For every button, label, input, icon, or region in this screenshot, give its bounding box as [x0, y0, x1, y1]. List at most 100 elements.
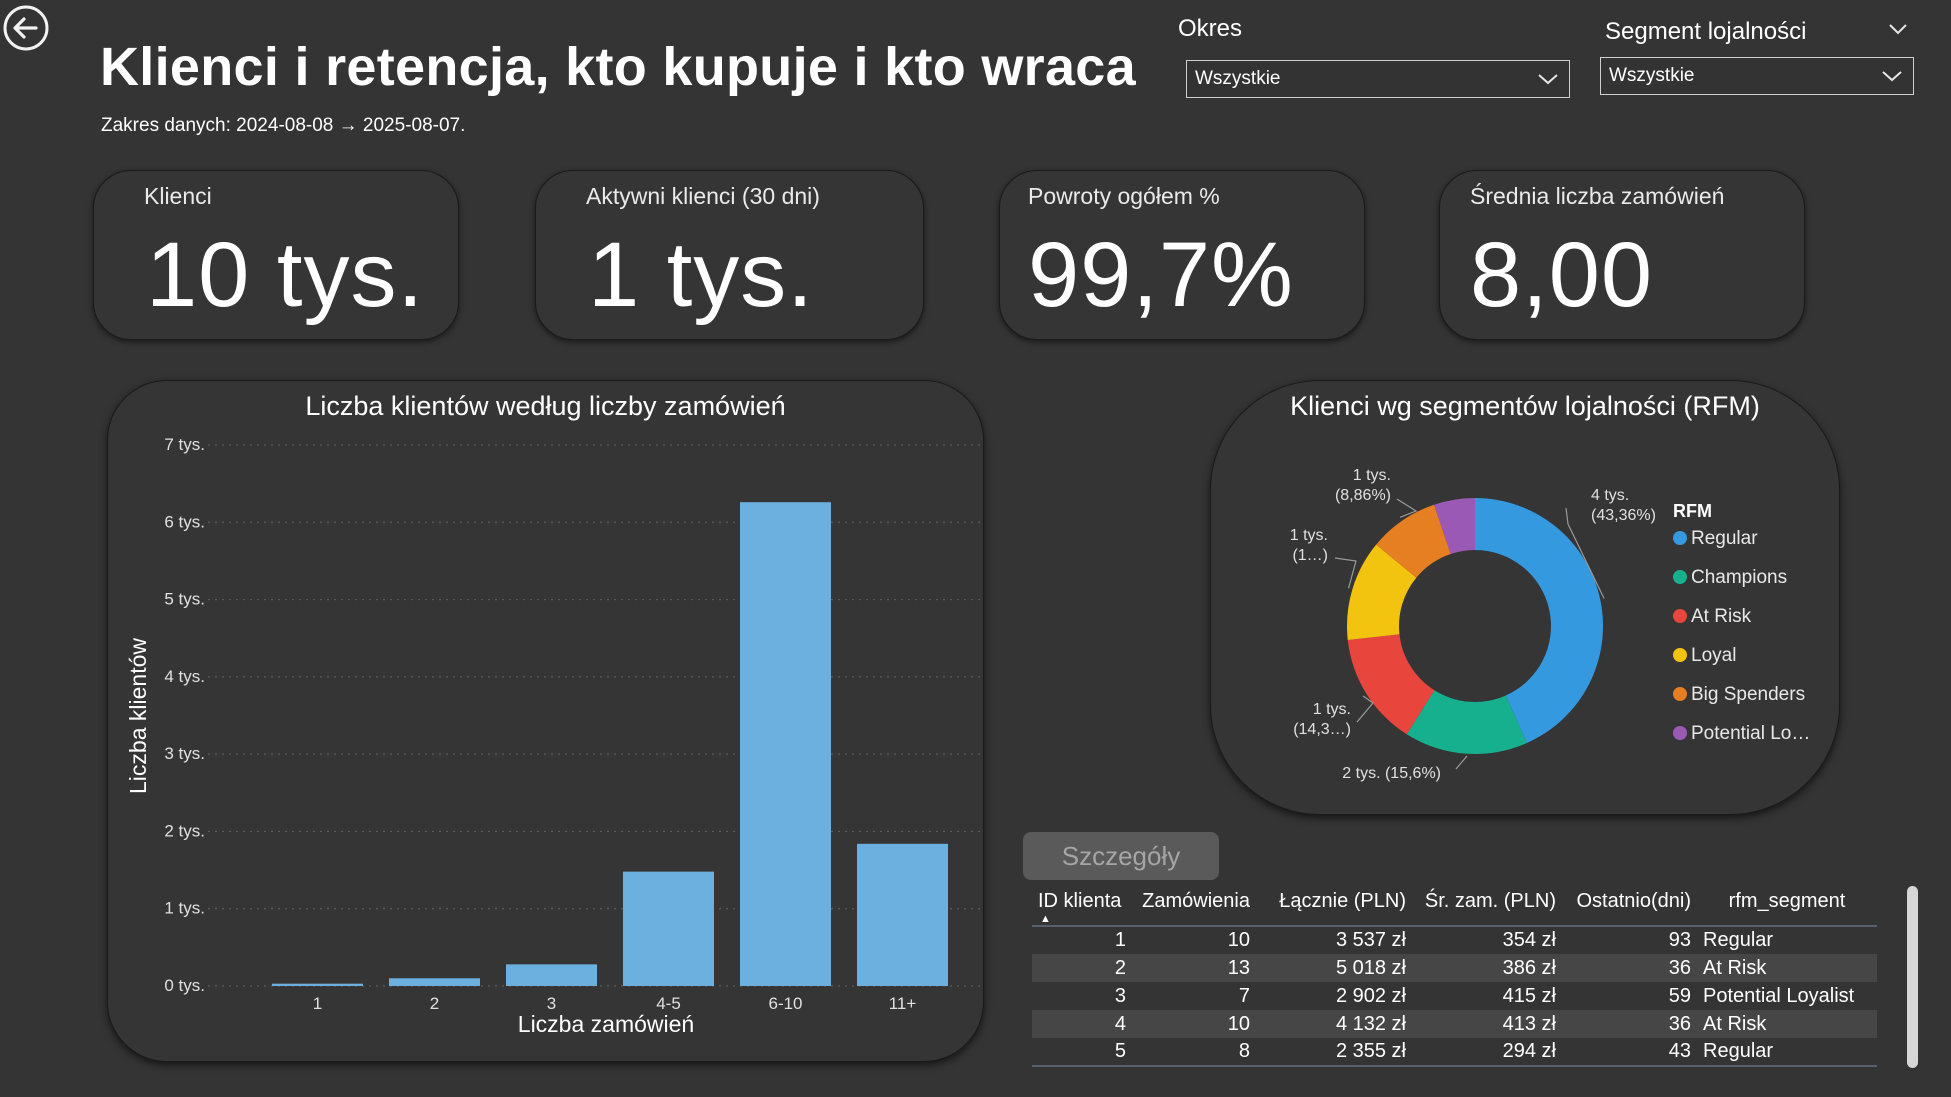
column-header-rfm-segment[interactable]: rfm_segment: [1697, 884, 1877, 927]
donut-slice[interactable]: [1347, 634, 1435, 735]
legend-marker: [1673, 726, 1687, 740]
y-tick-label: 7 tys.: [164, 435, 205, 454]
chevron-down-icon: [1882, 71, 1902, 82]
column-header-avg-order[interactable]: Śr. zam. (PLN): [1412, 884, 1562, 927]
leader-line: [1565, 507, 1605, 599]
table-scrollbar[interactable]: [1907, 886, 1918, 1068]
kpi-value: 8,00: [1470, 224, 1654, 326]
segment-dropdown[interactable]: Wszystkie: [1600, 57, 1914, 95]
kpi-value: 99,7%: [1028, 224, 1294, 326]
bar[interactable]: [272, 983, 363, 986]
leader-line: [1396, 498, 1418, 518]
date-range-text: Zakres danych: 2024-08-08 → 2025-08-07.: [101, 115, 466, 136]
table-cell: Regular: [1703, 929, 1774, 951]
table-row[interactable]: 4 10 4 132 zł 413 zł 36 At Risk: [1032, 1010, 1877, 1038]
arrow-left-circle-icon: [3, 5, 49, 51]
column-header-recency[interactable]: Ostatnio(dni): [1562, 884, 1697, 927]
table-cell: 10: [1227, 929, 1250, 951]
details-table: ID klienta ▲ Zamówienia Łącznie (PLN) Śr.…: [1032, 884, 1877, 1067]
legend-item[interactable]: Regular: [1691, 528, 1758, 549]
table-cell: 1: [1114, 929, 1126, 951]
column-header-id[interactable]: ID klienta ▲: [1032, 884, 1132, 927]
legend-marker: [1673, 648, 1687, 662]
table-cell: 8: [1132, 1038, 1256, 1067]
data-label: 1 tys.: [1290, 527, 1328, 544]
legend-item[interactable]: Big Spenders: [1691, 684, 1805, 705]
data-label: (14,3…): [1293, 721, 1351, 738]
donut-slice[interactable]: [1475, 498, 1603, 744]
table-cell: 4: [1032, 1010, 1132, 1038]
table-cell: 294 zł: [1412, 1038, 1562, 1067]
table-cell: 3: [1114, 984, 1126, 1007]
x-tick-label: 11+: [889, 994, 917, 1013]
page-title: Klienci i retencja, kto kupuje i kto wra…: [100, 37, 1136, 97]
bar[interactable]: [506, 964, 597, 986]
donut-chart: 4 tys. (43,36%) 2 tys. (15,6%) 1 tys. (14,3……: [1290, 467, 1811, 782]
donut-chart-panel: Klienci wg segmentów lojalności (RFM) 4 …: [1210, 380, 1840, 815]
data-label: (1…): [1292, 547, 1328, 564]
back-button[interactable]: [2, 4, 50, 52]
period-dropdown-value: Wszystkie: [1195, 68, 1281, 89]
bar[interactable]: [623, 871, 714, 986]
legend-title: RFM: [1673, 501, 1712, 521]
donut-slice[interactable]: [1434, 498, 1475, 554]
legend-item[interactable]: Champions: [1691, 567, 1787, 588]
bar[interactable]: [389, 978, 480, 986]
period-dropdown[interactable]: Wszystkie: [1186, 60, 1570, 98]
table-row[interactable]: 1 10 3 537 zł 354 zł 93 Regular: [1032, 926, 1877, 954]
table-header-row: ID klienta ▲ Zamówienia Łącznie (PLN) Śr.…: [1032, 884, 1877, 927]
bar-chart-title: Liczba klientów według liczby zamówień: [305, 391, 786, 421]
legend-item[interactable]: Loyal: [1691, 645, 1736, 666]
donut-chart-title: Klienci wg segmentów lojalności (RFM): [1290, 391, 1760, 421]
data-label: 2 tys. (15,6%): [1342, 765, 1441, 782]
bar[interactable]: [740, 502, 831, 986]
bar[interactable]: [857, 843, 948, 986]
table-row[interactable]: 2 13 5 018 zł 386 zł 36 At Risk: [1032, 954, 1877, 982]
donut-slice[interactable]: [1347, 544, 1417, 640]
legend-item[interactable]: Potential Lo…: [1691, 723, 1810, 744]
table-cell: 354 zł: [1502, 929, 1556, 951]
kpi-card-customers: Klienci 10 tys.: [93, 170, 459, 340]
legend-item[interactable]: At Risk: [1691, 606, 1752, 627]
table-row[interactable]: 3 7 2 902 zł 415 zł 59 Potential Loyalist: [1032, 982, 1877, 1010]
table-cell: 5: [1032, 1038, 1132, 1067]
kpi-label: Aktywni klienci (30 dni): [586, 183, 820, 209]
bar-chart-panel: Liczba klientów według liczby zamówień 0…: [107, 380, 985, 1062]
y-tick-label: 1 tys.: [164, 899, 205, 918]
x-tick-label: 6-10: [768, 994, 802, 1013]
kpi-label: Klienci: [144, 183, 212, 209]
kpi-label: Powroty ogółem %: [1028, 183, 1220, 209]
donut-slice[interactable]: [1406, 690, 1527, 754]
table-cell: 5 018 zł: [1256, 954, 1412, 982]
data-label: 1 tys.: [1353, 467, 1391, 484]
table-cell: 36: [1562, 1010, 1697, 1038]
kpi-card-returns: Powroty ogółem % 99,7%: [999, 170, 1365, 340]
table-cell: At Risk: [1697, 954, 1877, 982]
data-label: (8,86%): [1335, 487, 1391, 504]
table-cell: Potential Loyalist: [1703, 984, 1855, 1007]
kpi-card-active-customers: Aktywni klienci (30 dni) 1 tys.: [535, 170, 924, 340]
table-cell: 59: [1668, 984, 1691, 1007]
column-header-total[interactable]: Łącznie (PLN): [1256, 884, 1412, 927]
details-button[interactable]: Szczegóły: [1023, 832, 1219, 880]
table-cell: 10: [1132, 1010, 1256, 1038]
column-header-orders[interactable]: Zamówienia: [1132, 884, 1256, 927]
donut-slice[interactable]: [1376, 504, 1451, 578]
table-cell: 386 zł: [1412, 954, 1562, 982]
legend-marker: [1673, 531, 1687, 545]
table-cell: 43: [1562, 1038, 1697, 1067]
column-header-label: ID klienta: [1038, 890, 1122, 912]
segment-filter-label: Segment lojalności: [1605, 18, 1807, 45]
table-cell: 7: [1238, 984, 1250, 1007]
table-cell: At Risk: [1697, 1010, 1877, 1038]
table-cell: 415 zł: [1502, 984, 1556, 1007]
data-label: 4 tys.: [1591, 487, 1629, 504]
table-cell: 2 902 zł: [1335, 984, 1406, 1007]
y-tick-label: 5 tys.: [164, 590, 205, 609]
chevron-down-icon[interactable]: [1888, 22, 1908, 36]
leader-line: [1356, 695, 1374, 723]
chevron-down-icon: [1538, 74, 1558, 85]
table-cell: 13: [1132, 954, 1256, 982]
kpi-value: 10 tys.: [146, 224, 425, 326]
